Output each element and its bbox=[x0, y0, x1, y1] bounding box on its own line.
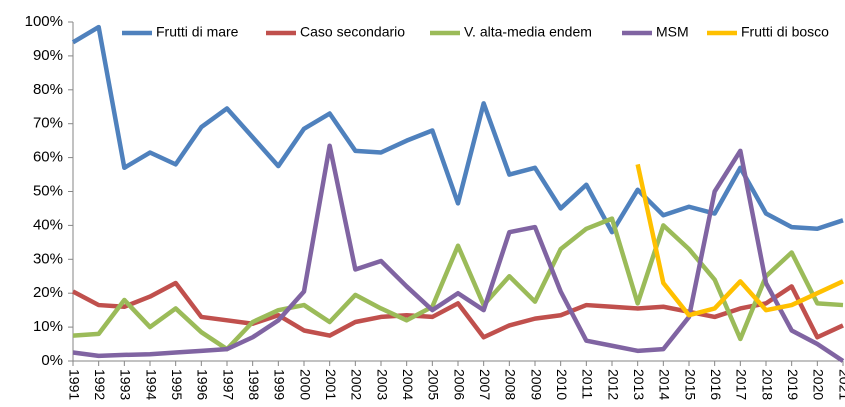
x-tick-label: 2010 bbox=[554, 369, 570, 400]
x-tick-label: 2021 bbox=[836, 369, 845, 400]
x-tick-label: 1998 bbox=[246, 369, 262, 400]
series-line bbox=[71, 24, 844, 235]
x-tick-label: 2003 bbox=[374, 369, 390, 400]
x-tick-label: 2017 bbox=[734, 369, 750, 400]
x-tick-label: 2000 bbox=[297, 369, 313, 400]
y-tick-label: 80% bbox=[33, 81, 63, 98]
x-tick-label: 1999 bbox=[272, 369, 288, 400]
x-tick-label: 2020 bbox=[811, 369, 827, 400]
x-tick-label: 2009 bbox=[528, 369, 544, 400]
x-tick-label: 1995 bbox=[169, 369, 185, 400]
x-tick-label: 2014 bbox=[657, 369, 673, 400]
x-tick-label: 2008 bbox=[503, 369, 519, 400]
legend-label: V. alta-media endem bbox=[464, 24, 592, 40]
x-tick-label: 1991 bbox=[66, 369, 82, 400]
x-tick-label: 2012 bbox=[605, 369, 621, 400]
x-tick-label: 2011 bbox=[580, 369, 596, 399]
legend-label: Frutti di mare bbox=[156, 24, 239, 40]
y-tick-label: 60% bbox=[33, 149, 63, 166]
y-tick-label: 20% bbox=[33, 284, 63, 301]
x-tick-label: 2007 bbox=[477, 369, 493, 400]
x-tick-label: 2004 bbox=[400, 369, 416, 400]
y-tick-label: 0% bbox=[41, 352, 63, 369]
x-tick-label: 2005 bbox=[426, 369, 442, 400]
series-line bbox=[71, 280, 844, 340]
x-tick-label: 2013 bbox=[631, 369, 647, 400]
y-tick-label: 100% bbox=[25, 13, 63, 30]
legend-label: MSM bbox=[656, 24, 689, 40]
legend-label: Frutti di bosco bbox=[741, 24, 829, 40]
x-tick-label: 1992 bbox=[92, 369, 108, 400]
y-tick-label: 70% bbox=[33, 115, 63, 132]
x-tick-label: 2016 bbox=[708, 369, 724, 400]
x-tick-label: 1996 bbox=[195, 369, 211, 400]
x-tick-label: 1993 bbox=[118, 369, 134, 400]
y-tick-label: 40% bbox=[33, 216, 63, 233]
y-tick-label: 50% bbox=[33, 182, 63, 199]
x-tick-label: 2006 bbox=[451, 369, 467, 400]
x-tick-label: 1994 bbox=[143, 369, 159, 400]
x-tick-label: 2002 bbox=[349, 369, 365, 400]
y-tick-label: 90% bbox=[33, 47, 63, 64]
x-tick-label: 1997 bbox=[220, 369, 236, 400]
x-tick-label: 2018 bbox=[759, 369, 775, 400]
series-line bbox=[72, 216, 844, 352]
y-tick-label: 30% bbox=[33, 250, 63, 267]
series-line bbox=[635, 163, 844, 318]
legend-label: Caso secondario bbox=[300, 24, 405, 40]
x-tick-label: 2019 bbox=[785, 369, 801, 400]
y-tick-label: 10% bbox=[33, 318, 63, 335]
x-tick-label: 2015 bbox=[682, 369, 698, 400]
x-tick-label: 2001 bbox=[323, 369, 339, 400]
series-line bbox=[72, 143, 845, 363]
